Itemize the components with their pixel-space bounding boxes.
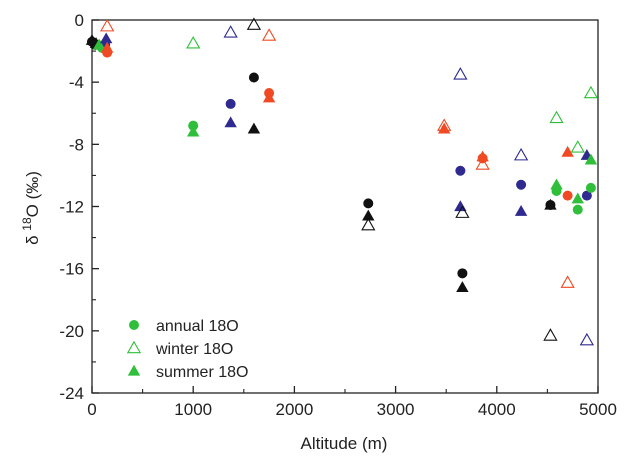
data-point-triangle-open	[475, 157, 490, 170]
data-point-triangle	[224, 116, 237, 128]
data-point-circle	[585, 182, 596, 193]
y-tick-label: -20	[59, 322, 84, 341]
data-point-circle	[455, 165, 466, 176]
x-tick-label: 2000	[275, 400, 313, 419]
data-point-triangle	[476, 150, 489, 162]
x-tick-label: 4000	[478, 400, 516, 419]
y-tick-label: -24	[59, 384, 84, 403]
legend-marker-circle	[129, 320, 139, 330]
data-point-triangle	[561, 145, 574, 157]
data-point-triangle-open	[583, 85, 599, 99]
data-point-circle	[581, 190, 592, 201]
data-point-triangle	[456, 281, 469, 292]
data-point-triangle	[187, 125, 200, 137]
data-point-triangle-open	[579, 332, 595, 346]
y-tick-label: 0	[75, 11, 84, 30]
data-point-triangle	[99, 32, 113, 44]
data-point-triangle	[247, 122, 261, 134]
data-point-triangle-open	[186, 36, 201, 49]
data-point-circle	[225, 98, 236, 109]
data-point-triangle-open	[223, 25, 238, 38]
x-axis-title: Altitude (m)	[301, 434, 388, 453]
data-point-triangle-open	[246, 17, 262, 30]
data-point-triangle-open	[570, 140, 585, 153]
data-point-triangle-open	[261, 28, 277, 41]
legend: annual 18O winter 18O summer 18O	[126, 318, 248, 381]
legend-label: annual 18O	[156, 318, 239, 335]
data-point-triangle-open	[361, 217, 376, 231]
data-point-circle	[188, 120, 199, 131]
data-point-circle	[363, 198, 374, 209]
data-point-circle	[248, 72, 259, 83]
data-point-triangle	[584, 153, 598, 165]
data-points	[85, 17, 599, 346]
data-point-circle	[562, 190, 573, 201]
tick-marks	[91, 19, 599, 394]
data-point-triangle	[544, 198, 557, 210]
x-tick-label: 1000	[174, 400, 212, 419]
data-point-triangle	[514, 204, 528, 216]
x-tick-label: 5000	[579, 400, 617, 419]
data-point-triangle	[100, 41, 114, 53]
data-point-triangle-open	[549, 110, 564, 124]
legend-label: winter 18O	[155, 341, 233, 358]
data-point-triangle	[437, 122, 451, 134]
y-axis-title-superscript: 18	[20, 217, 34, 231]
data-point-triangle	[550, 178, 563, 190]
x-tick-label: 0	[87, 400, 96, 419]
tick-labels: 0 1000 2000 3000 4000 5000 0 -4 -8 -12 -16 -20 -24	[59, 11, 616, 419]
x-tick-label: 3000	[377, 400, 415, 419]
data-point-triangle	[362, 209, 375, 221]
data-point-triangle-open	[453, 67, 468, 80]
y-axis-title-suffix: O (‰)	[23, 171, 42, 217]
legend-label: summer 18O	[156, 364, 248, 381]
data-point-triangle	[262, 91, 276, 103]
data-point-triangle-open	[543, 328, 558, 341]
data-point-circle	[457, 268, 468, 279]
y-tick-label: -4	[69, 73, 84, 92]
axes	[91, 19, 599, 394]
data-point-triangle	[571, 192, 584, 204]
legend-marker-triangle	[127, 364, 141, 376]
data-point-circle	[516, 179, 527, 190]
data-point-triangle-open	[100, 18, 115, 32]
y-tick-label: -12	[59, 198, 84, 217]
legend-marker-triangle-open	[126, 340, 142, 354]
y-axis-title: δ 18O (‰)	[20, 171, 42, 245]
plot-frame	[91, 19, 599, 394]
y-axis-title-prefix: δ	[23, 231, 42, 245]
data-point-circle	[572, 204, 583, 215]
data-point-triangle-open	[513, 147, 529, 161]
data-point-triangle	[92, 38, 106, 50]
data-point-triangle-open	[455, 205, 470, 218]
data-point-triangle-open	[560, 275, 575, 288]
y-tick-label: -8	[69, 135, 84, 154]
y-tick-label: -16	[59, 260, 84, 279]
